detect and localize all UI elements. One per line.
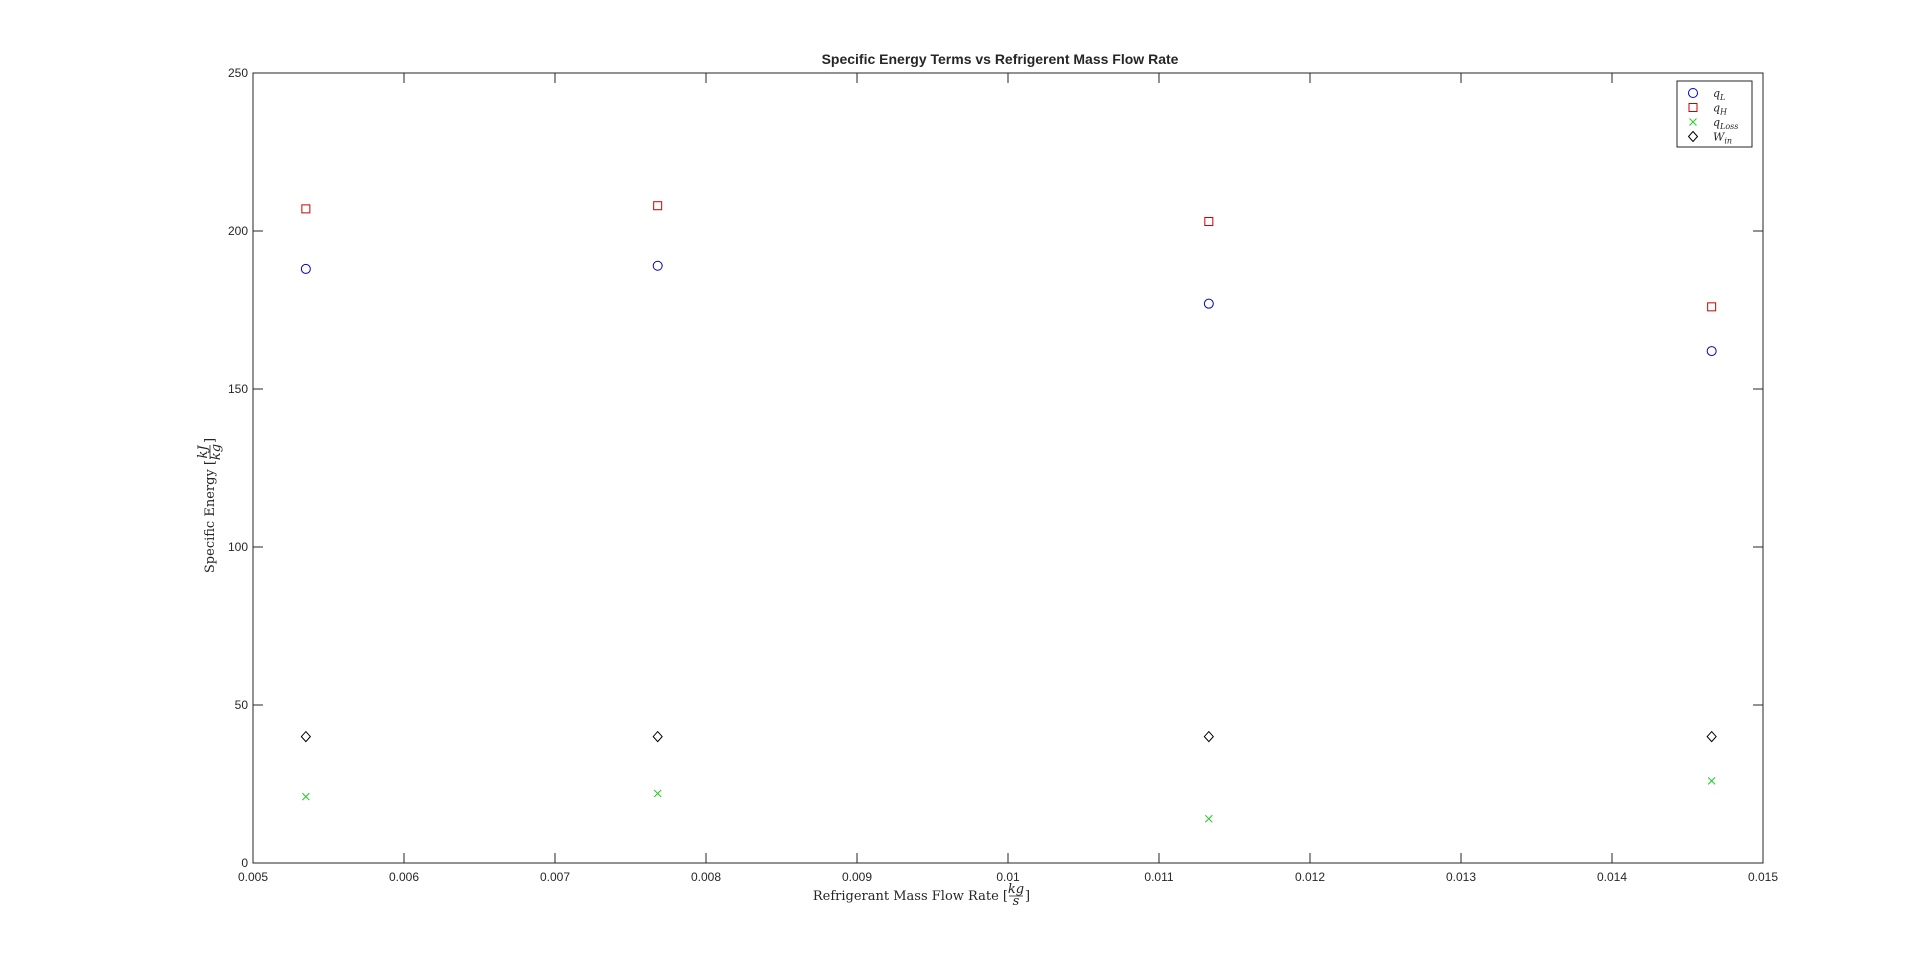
y-axis-label: Specific Energy [ kJ kg ] bbox=[196, 438, 224, 573]
svg-text:]: ] bbox=[203, 438, 218, 443]
data-point-ql bbox=[1203, 298, 1214, 309]
svg-text:s: s bbox=[1013, 894, 1020, 909]
data-point-win bbox=[300, 730, 312, 743]
y-tick-label: 250 bbox=[228, 66, 248, 80]
x-tick-label: 0.014 bbox=[1597, 870, 1627, 884]
legend-marker-qloss bbox=[1689, 118, 1697, 126]
x-tick-label: 0.015 bbox=[1748, 870, 1778, 884]
data-markers bbox=[300, 201, 1717, 823]
legend-marker-win bbox=[1687, 130, 1699, 143]
x-axis-label: Refrigerant Mass Flow Rate [ kg s ] bbox=[813, 882, 1030, 909]
data-point-ql bbox=[1706, 346, 1717, 357]
data-point-qloss bbox=[1204, 814, 1213, 823]
svg-text:Specific Energy [: Specific Energy [ bbox=[203, 460, 218, 573]
data-point-qh bbox=[301, 204, 311, 214]
x-tick-label: 0.011 bbox=[1144, 870, 1173, 884]
x-tick-label: 0.007 bbox=[540, 870, 570, 884]
data-point-qh bbox=[1204, 217, 1214, 227]
legend-entry-win: Win bbox=[1713, 131, 1732, 146]
y-tick-label: 150 bbox=[228, 382, 248, 396]
x-tick-label: 0.008 bbox=[691, 870, 721, 884]
x-tick-label: 0.005 bbox=[238, 870, 268, 884]
y-tick-label: 50 bbox=[235, 698, 249, 712]
legend-entry-qloss: qLoss bbox=[1713, 116, 1738, 131]
svg-text:]: ] bbox=[1025, 889, 1030, 904]
data-point-qh bbox=[1707, 302, 1717, 312]
plot-area bbox=[252, 72, 1764, 864]
axis-ticks: 0.005 0.006 0.007 0.008 0.009 0.01 0.011 0.012 0… bbox=[228, 66, 1778, 884]
y-tick-label: 0 bbox=[241, 856, 248, 870]
legend-entry-qh: qH bbox=[1713, 102, 1728, 117]
data-point-win bbox=[652, 730, 663, 743]
legend-entry-ql: qL bbox=[1713, 87, 1725, 102]
data-point-qloss bbox=[301, 792, 310, 801]
data-point-qh bbox=[653, 201, 663, 211]
y-tick-label: 200 bbox=[228, 224, 248, 238]
legend-marker-qh bbox=[1688, 103, 1698, 112]
data-point-ql bbox=[652, 260, 663, 271]
data-point-ql bbox=[300, 263, 311, 274]
x-tick-label: 0.01 bbox=[996, 870, 1020, 884]
svg-text:kg: kg bbox=[209, 444, 224, 460]
x-tick-label: 0.013 bbox=[1446, 870, 1476, 884]
data-point-qloss bbox=[1707, 776, 1716, 785]
data-point-win bbox=[1203, 730, 1215, 743]
svg-text:kg: kg bbox=[1008, 882, 1024, 897]
svg-text:kJ: kJ bbox=[196, 445, 211, 459]
data-point-win bbox=[1706, 730, 1717, 743]
data-point-qloss bbox=[653, 789, 662, 798]
legend-marker-ql bbox=[1688, 88, 1698, 98]
x-tick-label: 0.009 bbox=[842, 870, 872, 884]
x-tick-label: 0.006 bbox=[389, 870, 419, 884]
y-tick-label: 100 bbox=[228, 540, 248, 554]
x-tick-label: 0.012 bbox=[1295, 870, 1325, 884]
chart-title: Specific Energy Terms vs Refrigerent Mas… bbox=[822, 51, 1179, 67]
svg-text:Refrigerant Mass Flow Rate [: Refrigerant Mass Flow Rate [ bbox=[813, 889, 1008, 904]
